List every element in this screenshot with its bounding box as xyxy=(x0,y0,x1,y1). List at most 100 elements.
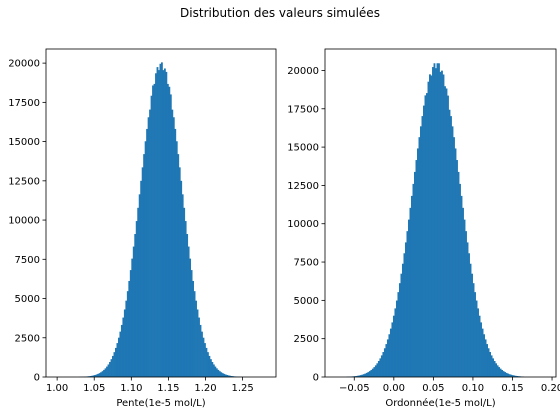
histogram-bar xyxy=(115,347,117,377)
histogram-bar xyxy=(401,263,404,377)
histogram-bar xyxy=(166,83,169,377)
histogram-bar xyxy=(450,116,452,377)
histogram-bar xyxy=(407,219,410,377)
histogram-bar xyxy=(174,128,177,377)
histogram-bar xyxy=(426,93,428,377)
subplot-2: −0.05 0.00 0.05 0.10 0.15 0.20 0 2500 5000 7500 10… xyxy=(287,48,560,409)
histogram-bar xyxy=(168,86,171,378)
y-tick-label: 17500 xyxy=(8,98,40,109)
histogram-bar xyxy=(379,358,382,377)
histogram-bar xyxy=(386,339,389,377)
histogram-bar xyxy=(367,372,370,377)
histogram-bar xyxy=(162,70,165,377)
histogram-bar xyxy=(214,366,217,377)
x-tick-label: 1.15 xyxy=(157,383,179,394)
histogram-bar xyxy=(385,344,388,377)
x-tick-label: 1.20 xyxy=(194,383,216,394)
histogram-bar xyxy=(466,242,469,377)
histogram-bar xyxy=(227,375,230,377)
histogram-bar xyxy=(150,95,153,378)
histogram-bar xyxy=(371,368,374,377)
histogram-bar xyxy=(359,375,362,377)
histogram-bars xyxy=(79,62,243,378)
histogram-bar xyxy=(146,128,148,377)
histogram-bar xyxy=(141,167,144,377)
histogram-bar xyxy=(202,337,205,377)
y-tick-label: 7500 xyxy=(15,255,40,266)
histogram-bar xyxy=(92,375,95,377)
histogram-bar xyxy=(199,324,202,377)
histogram-bar xyxy=(368,371,371,377)
y-tick-label: 10000 xyxy=(287,219,319,230)
y-tick-label: 12500 xyxy=(8,176,40,187)
histogram-bar xyxy=(361,374,364,377)
histogram-bar xyxy=(89,376,92,377)
histogram-bar xyxy=(423,105,425,377)
histogram-bar xyxy=(169,94,172,378)
histogram-bar xyxy=(427,81,430,378)
histogram-bar xyxy=(134,234,137,377)
histogram-bar xyxy=(161,62,163,378)
x-tick-label: 0.00 xyxy=(383,383,405,394)
histogram-bar xyxy=(511,375,514,377)
histogram-bar xyxy=(218,371,221,377)
histogram-bar xyxy=(224,374,227,377)
histogram-bar xyxy=(445,88,448,377)
histogram-bar xyxy=(394,308,397,377)
histogram-bar xyxy=(113,352,116,377)
histogram-bar xyxy=(180,180,183,377)
histogram-bar xyxy=(478,315,481,377)
x-tick-label: −0.05 xyxy=(339,383,370,394)
histogram-bar xyxy=(220,372,223,377)
histogram-bar xyxy=(159,63,162,377)
histogram-bar xyxy=(389,328,392,377)
histogram-bar xyxy=(380,355,383,377)
histogram-bar xyxy=(513,375,516,377)
y-tick-label: 2500 xyxy=(15,333,40,344)
histogram-bar xyxy=(496,365,499,377)
histogram-bar xyxy=(155,73,157,377)
histogram-bar xyxy=(487,348,490,377)
x-axis-label: Pente(1e-5 mol/L) xyxy=(116,398,205,409)
y-tick-label: 0 xyxy=(34,373,40,384)
x-axis-label: Ordonnée(1e-5 mol/L) xyxy=(385,397,495,409)
y-tick-label: 10000 xyxy=(8,216,40,227)
histogram-bar xyxy=(184,221,187,377)
histogram-bar xyxy=(432,67,434,377)
histogram-bar xyxy=(486,344,488,377)
histogram-bar xyxy=(106,366,108,377)
histogram-bar xyxy=(370,369,373,377)
histogram-bar xyxy=(365,372,368,377)
y-tick-label: 12500 xyxy=(287,181,319,192)
axes-frame xyxy=(45,48,277,378)
x-tick-label: 0.05 xyxy=(422,383,444,394)
histogram-bar xyxy=(97,373,100,377)
histogram-bar xyxy=(374,365,377,377)
histogram-bar xyxy=(474,292,476,377)
histogram-bar xyxy=(421,116,424,377)
histogram-bar xyxy=(391,322,394,377)
histogram-bar xyxy=(477,308,479,377)
histogram-bar xyxy=(447,95,449,377)
histogram-bar xyxy=(410,195,413,377)
x-tick-label: 0.15 xyxy=(501,383,523,394)
histogram-bar xyxy=(388,334,391,377)
axes-frame xyxy=(324,48,557,378)
histogram-bar xyxy=(187,246,190,377)
histogram-bar xyxy=(143,154,146,377)
histogram-bar xyxy=(493,361,496,377)
histogram-bar xyxy=(226,375,229,377)
histogram-bar xyxy=(406,231,409,377)
histogram-bar xyxy=(490,355,493,377)
histogram-bar xyxy=(158,70,160,378)
histogram-bar xyxy=(195,300,197,377)
histogram-bar xyxy=(382,352,385,377)
histogram-bar xyxy=(409,207,412,377)
subplot-1: 1.00 1.05 1.10 1.15 1.20 1.25 0 2500 5000 7500 100… xyxy=(8,48,277,409)
histogram-bar xyxy=(459,183,461,377)
histogram-bar xyxy=(119,331,122,377)
histogram-bar xyxy=(376,363,379,377)
histogram-bar xyxy=(94,375,97,377)
histogram-bar xyxy=(171,109,174,377)
